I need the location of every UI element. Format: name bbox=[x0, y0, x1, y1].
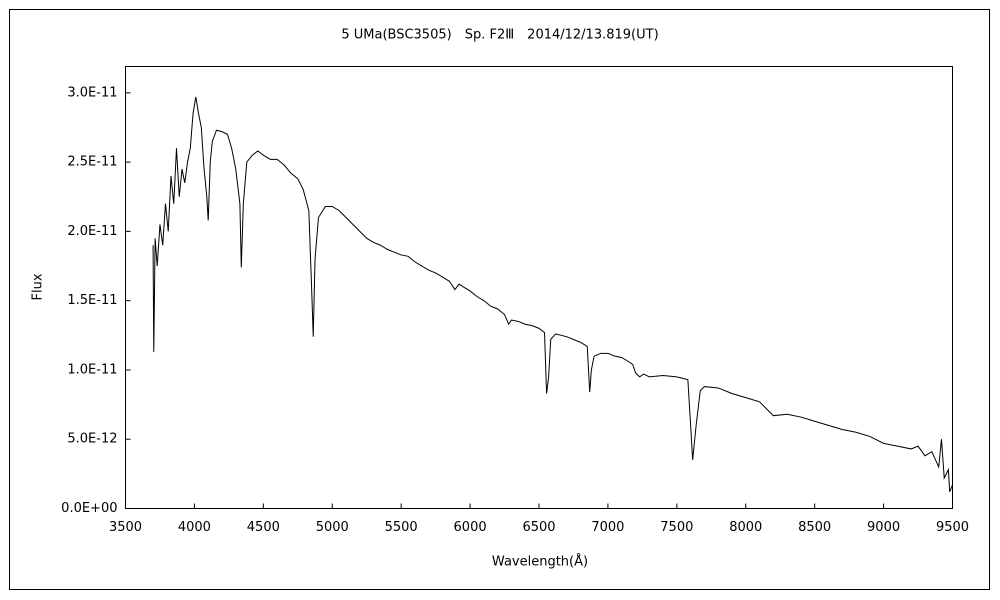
x-tick-label: 4500 bbox=[247, 520, 280, 535]
y-tick-label: 3.0E-11 bbox=[67, 85, 117, 100]
y-tick-label: 5.0E-12 bbox=[67, 432, 117, 447]
x-tick-label: 6000 bbox=[454, 520, 487, 535]
x-tick-label: 8000 bbox=[729, 520, 762, 535]
x-tick-label: 9500 bbox=[936, 520, 969, 535]
x-tick-label: 5500 bbox=[385, 520, 418, 535]
x-tick-label: 3500 bbox=[109, 520, 142, 535]
x-tick-label: 6500 bbox=[522, 520, 555, 535]
spectrum-line bbox=[152, 96, 953, 493]
x-tick-label: 8500 bbox=[798, 520, 831, 535]
chart-frame bbox=[9, 9, 990, 590]
x-axis-label: Wavelength(Å) bbox=[492, 554, 588, 570]
y-tick-label: 1.0E-11 bbox=[67, 362, 117, 377]
x-tick-label: 4000 bbox=[178, 520, 211, 535]
y-tick-label: 2.5E-11 bbox=[67, 155, 117, 170]
x-tick-label: 9000 bbox=[867, 520, 900, 535]
y-tick-label: 0.0E+00 bbox=[61, 501, 117, 516]
y-tick-label: 2.0E-11 bbox=[67, 224, 117, 239]
plot-frame bbox=[125, 66, 953, 509]
y-axis-label: Flux bbox=[31, 273, 46, 300]
x-tick-label: 7000 bbox=[591, 520, 624, 535]
y-tick-label: 1.5E-11 bbox=[67, 293, 117, 308]
chart-title: 5 UMa(BSC3505) Sp. F2Ⅲ 2014/12/13.819(UT… bbox=[341, 28, 658, 43]
x-tick-label: 5000 bbox=[316, 520, 349, 535]
x-tick-label: 7500 bbox=[660, 520, 693, 535]
